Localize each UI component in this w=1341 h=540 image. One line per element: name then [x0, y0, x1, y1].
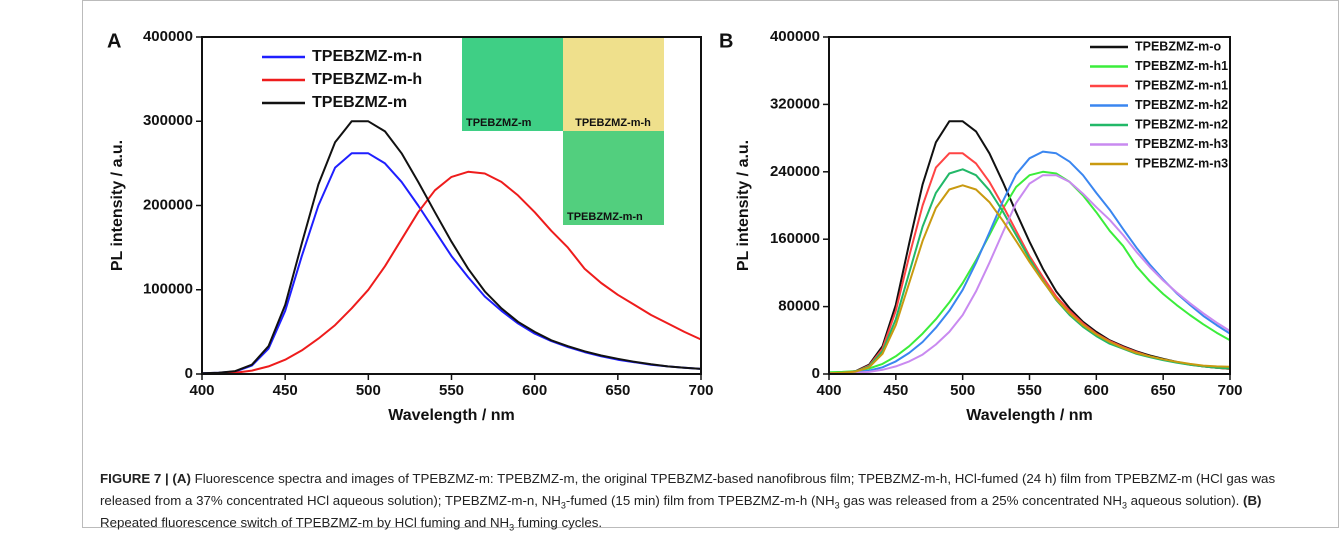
caption-run: Repeated fluorescence switch of TPEBZMZ-… [100, 515, 510, 530]
caption-run: FIGURE 7 | (A) [100, 471, 191, 486]
series-line [828, 170, 1231, 374]
caption-run: fuming cycles. [514, 515, 603, 530]
caption-run: aqueous solution). [1126, 493, 1244, 508]
x-tick-label: 600 [1084, 382, 1109, 399]
panel-label: B [719, 30, 733, 52]
legend-label: TPEBZMZ-m-o [1135, 39, 1221, 53]
y-tick-label: 400000 [143, 28, 193, 45]
legend-label: TPEBZMZ-m-n1 [1135, 78, 1228, 92]
caption-run: 3 [560, 500, 566, 511]
legend-label: TPEBZMZ-m-h3 [1135, 137, 1228, 151]
y-tick-label: 240000 [770, 163, 820, 180]
caption-run: 3 [834, 500, 840, 511]
legend-label: TPEBZMZ-m [312, 94, 407, 111]
y-tick-label: 0 [812, 365, 820, 382]
x-tick-label: 700 [1217, 382, 1242, 399]
y-tick-label: 300000 [143, 112, 193, 129]
series-line [828, 168, 1231, 375]
y-tick-label: 400000 [770, 28, 820, 45]
caption-run: 3 [1121, 500, 1127, 511]
x-tick-label: 600 [522, 382, 547, 399]
legend-label: TPEBZMZ-m-n [312, 48, 422, 65]
panel-label: A [107, 30, 121, 52]
caption-run: 3 [509, 522, 515, 533]
y-tick-label: 200000 [143, 196, 193, 213]
legend-label: TPEBZMZ-m-h2 [1135, 98, 1228, 112]
y-axis-label: PL intensity / a.u. [735, 140, 752, 271]
inset-image [462, 37, 563, 131]
x-tick-label: 500 [356, 382, 381, 399]
legend-label: TPEBZMZ-m-h1 [1135, 59, 1228, 73]
series-line [201, 170, 702, 375]
series-line [828, 184, 1231, 375]
x-tick-label: 450 [273, 382, 298, 399]
y-tick-label: 80000 [778, 298, 820, 315]
x-tick-label: 650 [605, 382, 630, 399]
legend-label: TPEBZMZ-m-h [312, 71, 422, 88]
x-tick-label: 650 [1151, 382, 1176, 399]
y-tick-label: 160000 [770, 230, 820, 247]
x-tick-label: 550 [1017, 382, 1042, 399]
x-tick-label: 450 [883, 382, 908, 399]
caption-run: Fluorescence spectra and images of TPEBZ… [100, 471, 1276, 508]
x-tick-label: 400 [189, 382, 214, 399]
x-tick-label: 700 [688, 382, 713, 399]
y-tick-label: 0 [185, 365, 193, 382]
caption-run: -fumed (15 min) film from TPEBZMZ-m-h (N… [565, 493, 835, 508]
inset-label: TPEBZMZ-m [466, 117, 532, 129]
x-axis-label: Wavelength / nm [966, 407, 1093, 424]
x-tick-label: 550 [439, 382, 464, 399]
inset-label: TPEBZMZ-m-n [567, 211, 643, 223]
legend-label: TPEBZMZ-m-n3 [1135, 156, 1228, 170]
inset-label: TPEBZMZ-m-h [575, 117, 651, 129]
series-line [201, 120, 702, 375]
figure: TPEBZMZ-m TPEBZMZ-m-h TPEBZMZ-m-n 0 100000 20… [107, 28, 1243, 424]
caption-run: (B) [1243, 493, 1262, 508]
caption-run: gas was released from a 25% concentrated… [839, 493, 1122, 508]
series-line [828, 174, 1231, 375]
inset-image [563, 131, 664, 225]
x-axis-label: Wavelength / nm [388, 407, 515, 424]
x-tick-label: 500 [950, 382, 975, 399]
x-tick-label: 400 [816, 382, 841, 399]
inset-image [563, 37, 664, 131]
y-axis-label: PL intensity / a.u. [109, 140, 126, 271]
caption: FIGURE 7 | (A) Fluorescence spectra and … [100, 468, 1320, 534]
figure-frame [82, 0, 1339, 528]
legend-label: TPEBZMZ-m-n2 [1135, 117, 1228, 131]
y-tick-label: 100000 [143, 281, 193, 298]
y-tick-label: 320000 [770, 95, 820, 112]
